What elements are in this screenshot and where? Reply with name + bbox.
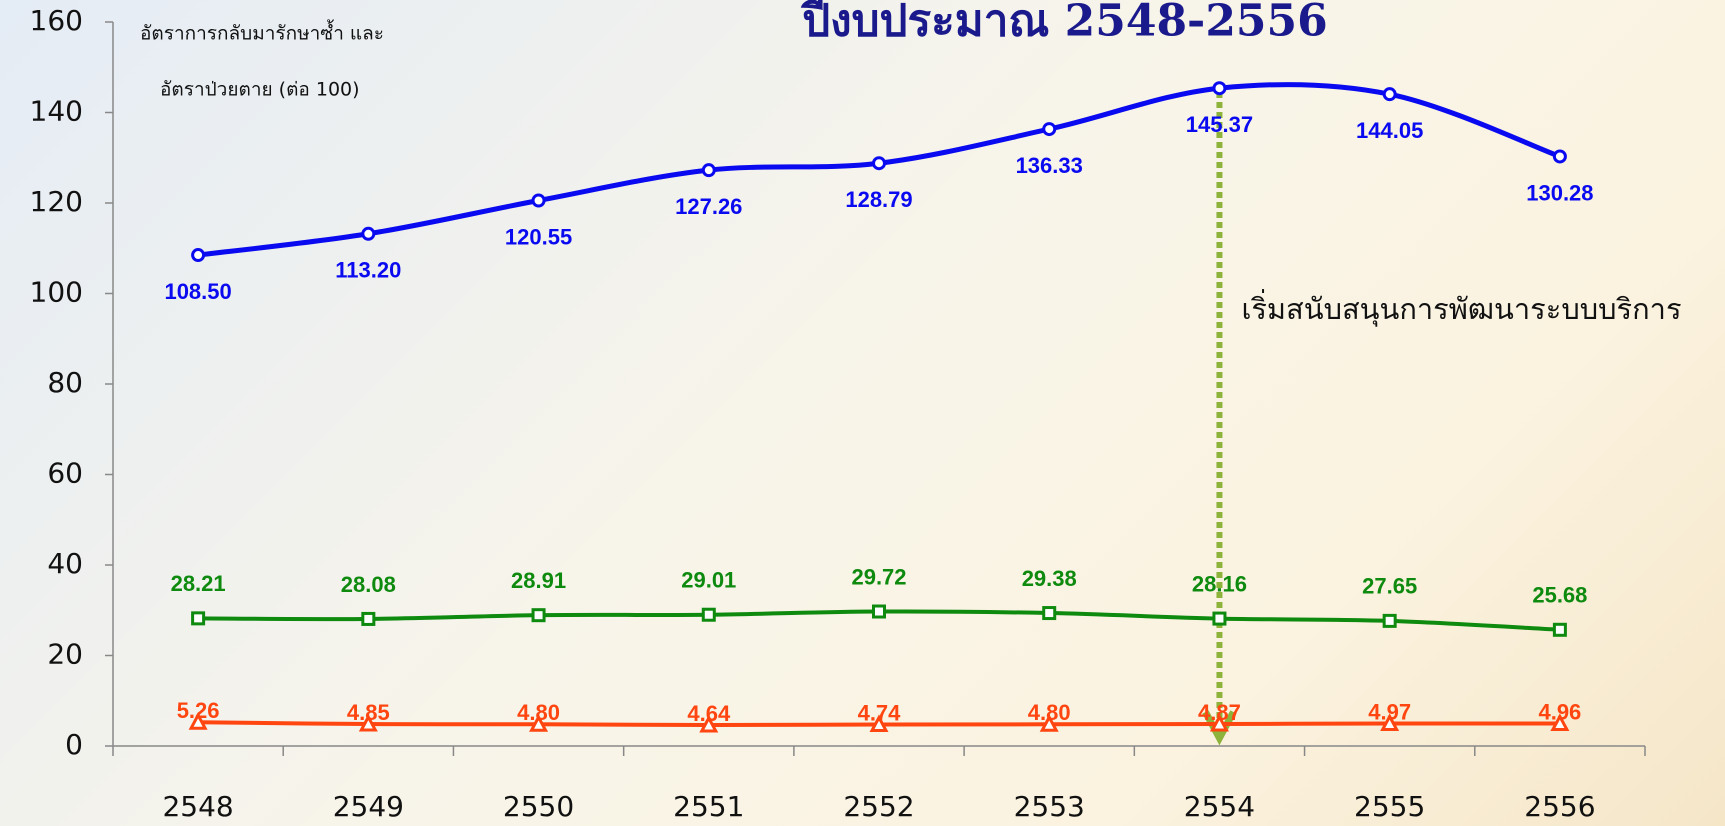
x-tick-label: 2550	[503, 790, 574, 823]
data-label: 4.87	[1198, 700, 1241, 725]
chart-title: ปีงบประมาณ 2548-2556	[800, 0, 1328, 47]
data-label: 145.37	[1186, 112, 1253, 137]
data-label: 28.16	[1192, 571, 1247, 596]
data-point	[872, 156, 886, 171]
data-point	[361, 226, 376, 241]
data-label: 120.55	[505, 224, 572, 249]
data-label: 130.28	[1526, 180, 1593, 205]
data-label: 29.01	[681, 568, 736, 593]
y-tick-label: 120	[30, 185, 83, 218]
data-label: 127.26	[675, 194, 742, 219]
x-tick-label: 2554	[1184, 790, 1255, 823]
data-point	[1212, 611, 1227, 626]
data-point	[872, 604, 886, 619]
data-point	[531, 193, 546, 208]
data-label: 4.74	[858, 700, 902, 725]
data-point	[701, 607, 716, 622]
data-label: 28.21	[171, 571, 226, 596]
data-label: 108.50	[164, 279, 231, 304]
data-point	[1212, 81, 1227, 96]
data-point	[1039, 714, 1059, 732]
data-point	[1042, 606, 1057, 621]
data-point	[361, 611, 376, 626]
data-label: 27.65	[1362, 574, 1417, 599]
data-point	[1042, 122, 1057, 137]
y-tick-label: 100	[30, 276, 83, 309]
data-point	[531, 608, 546, 623]
y-tick-label: 140	[30, 95, 83, 128]
x-tick-label: 2555	[1354, 790, 1425, 823]
y-tick-label: 20	[47, 638, 83, 671]
data-point	[1380, 713, 1400, 732]
y-axis-label: อัตราป่วยตาย (ต่อ 100)	[160, 79, 360, 101]
data-label: 4.80	[1028, 700, 1071, 725]
data-point	[699, 714, 719, 733]
data-label: 5.26	[177, 698, 220, 723]
data-point	[1382, 613, 1397, 628]
data-label: 4.97	[1368, 699, 1411, 724]
x-tick-label: 2548	[162, 790, 233, 823]
annotation-text: เริ่มสนับสนุนการพัฒนาระบบบริการ	[1241, 289, 1681, 327]
data-label: 4.64	[687, 701, 731, 726]
data-point	[191, 248, 206, 263]
data-label: 25.68	[1532, 583, 1587, 608]
y-tick-label: 80	[47, 366, 83, 399]
y-axis-label: อัตราการกลับมารักษาซ้ำ และ	[140, 20, 384, 45]
data-point	[188, 712, 208, 730]
annotation-arrow	[1202, 710, 1237, 746]
x-tick-label: 2553	[1014, 790, 1085, 823]
x-tick-label: 2552	[843, 790, 914, 823]
data-point	[358, 713, 378, 732]
data-point	[1552, 622, 1567, 637]
y-tick-label: 160	[30, 4, 83, 37]
data-point	[701, 163, 716, 178]
data-label: 4.80	[517, 700, 560, 725]
data-label: 136.33	[1016, 153, 1083, 178]
data-point	[191, 611, 206, 626]
y-tick-label: 40	[47, 547, 83, 580]
y-tick-label: 60	[47, 457, 83, 490]
data-point	[869, 714, 889, 733]
x-tick-label: 2549	[333, 790, 404, 823]
y-tick-label: 0	[65, 728, 83, 761]
data-label: 29.72	[851, 564, 906, 589]
data-point	[1209, 713, 1229, 732]
x-tick-label: 2556	[1524, 790, 1595, 823]
data-label: 4.85	[347, 700, 390, 725]
data-label: 128.79	[845, 187, 912, 212]
data-point	[1382, 87, 1397, 102]
data-label: 144.05	[1356, 118, 1423, 143]
x-tick-label: 2551	[673, 790, 744, 823]
data-point	[1550, 713, 1570, 732]
data-label: 28.08	[341, 572, 396, 597]
data-label: 4.96	[1538, 699, 1581, 724]
data-point	[1552, 149, 1567, 164]
data-label: 113.20	[335, 258, 401, 283]
data-label: 28.91	[511, 568, 566, 593]
data-point	[529, 714, 549, 732]
data-label: 29.38	[1022, 566, 1077, 591]
